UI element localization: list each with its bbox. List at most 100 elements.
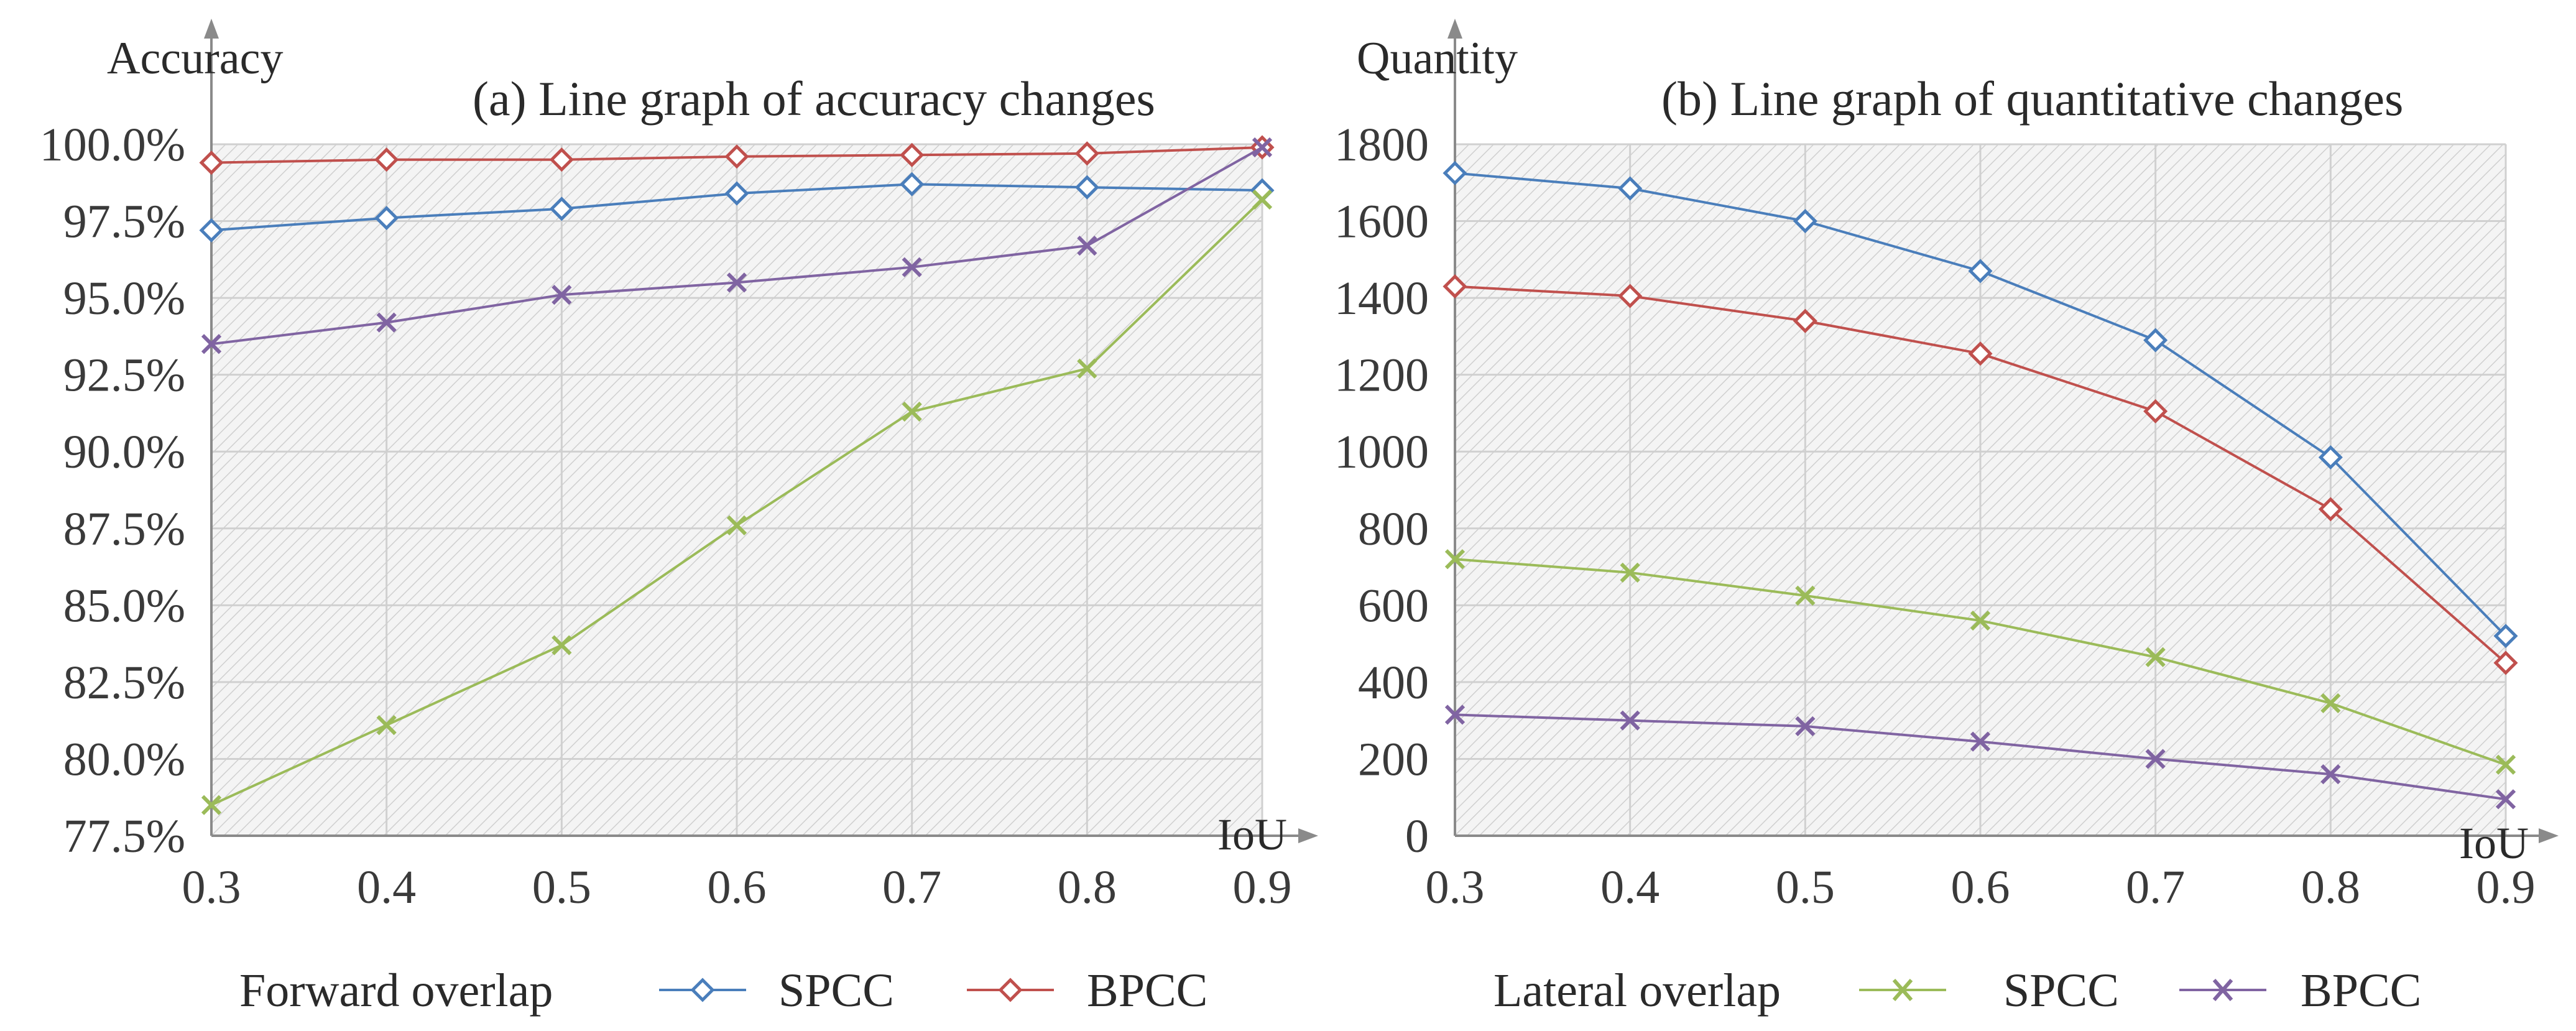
panel-a: Accuracy (a) Line graph of accuracy chan… <box>40 19 1318 913</box>
x-tick-label: 0.7 <box>2126 861 2185 913</box>
data-point-cross <box>1077 358 1097 379</box>
y-tick-label: 0 <box>1405 810 1429 862</box>
legend-spcc-forward-text: SPCC <box>778 964 894 1017</box>
data-point-diamond <box>2143 328 2168 353</box>
data-point-diamond <box>1968 259 1993 284</box>
panel-b-x-ticks: 0.3 0.4 0.5 0.6 0.7 0.8 0.9 <box>1426 861 2536 913</box>
data-point-cross <box>1970 610 1991 631</box>
panel-a-y-axis-title: Accuracy <box>107 33 283 84</box>
data-point-cross <box>726 272 747 293</box>
data-point-cross <box>2320 693 2341 713</box>
x-tick-label: 0.3 <box>182 861 241 913</box>
y-tick-label: 87.5% <box>63 503 185 555</box>
y-tick-label: 1400 <box>1334 272 1429 325</box>
data-point-cross <box>2145 647 2166 667</box>
panel-a-x-ticks: 0.3 0.4 0.5 0.6 0.7 0.8 0.9 <box>182 861 1292 913</box>
data-point-cross <box>376 312 397 333</box>
panel-b: Quantity (b) Line graph of quantitative … <box>1334 19 2559 913</box>
data-point-diamond <box>199 218 224 243</box>
y-tick-label: 97.5% <box>63 196 185 248</box>
panel-b-x-axis-arrow <box>2539 828 2559 843</box>
x-tick-label: 0.9 <box>2477 861 2536 913</box>
data-point-diamond <box>1443 160 1467 185</box>
data-point-diamond <box>1443 274 1467 299</box>
data-point-diamond <box>549 196 574 221</box>
panel-b-y-axis-arrow <box>1447 19 1462 39</box>
y-tick-label: 77.5% <box>63 810 185 862</box>
y-tick-label: 1800 <box>1334 119 1429 171</box>
data-point-diamond <box>549 147 574 172</box>
y-tick-label: 95.0% <box>63 272 185 325</box>
data-point-diamond <box>900 142 925 167</box>
x-tick-label: 0.6 <box>1951 861 2010 913</box>
data-point-cross <box>552 285 572 305</box>
y-tick-label: 1600 <box>1334 196 1429 248</box>
panel-a-x-axis-arrow <box>1298 828 1318 843</box>
data-point-cross <box>2495 754 2516 775</box>
legend-forward-label: Forward overlap <box>239 964 553 1017</box>
data-point-diamond <box>1793 308 1817 333</box>
x-tick-label: 0.6 <box>708 861 767 913</box>
data-point-cross <box>2320 764 2341 785</box>
data-point-cross <box>1795 716 1816 737</box>
data-point-cross <box>1252 137 1273 158</box>
data-point-cross <box>1795 585 1816 606</box>
data-point-diamond <box>374 147 399 172</box>
data-point-cross <box>2495 789 2516 810</box>
y-tick-label: 82.5% <box>63 657 185 709</box>
x-tick-label: 0.4 <box>357 861 416 913</box>
x-tick-label: 0.8 <box>1058 861 1117 913</box>
data-point-diamond <box>1793 209 1817 234</box>
panel-b-series <box>1443 160 2518 810</box>
panel-b-x-axis-title: IoU <box>2459 818 2529 868</box>
y-tick-label: 800 <box>1358 503 1429 555</box>
data-point-diamond <box>724 144 749 169</box>
panel-a-y-axis-arrow <box>204 19 219 39</box>
panel-a-y-ticks: 100.0% 97.5% 95.0% 92.5% 90.0% 87.5% 85.0% 82.5… <box>40 119 185 862</box>
legend-bpcc-forward-marker <box>998 978 1023 1002</box>
legend-lateral: Lateral overlap SPCC BPCC <box>1493 964 2421 1017</box>
panel-b-title: (b) Line graph of quantitative changes <box>1661 72 2403 126</box>
data-point-diamond <box>724 181 749 206</box>
data-point-diamond <box>2493 624 2518 649</box>
y-tick-label: 85.0% <box>63 580 185 632</box>
y-tick-label: 1200 <box>1334 349 1429 402</box>
data-point-cross <box>1970 731 1991 752</box>
y-tick-label: 600 <box>1358 580 1429 632</box>
data-point-diamond <box>374 206 399 231</box>
data-point-diamond <box>2318 445 2343 470</box>
panel-a-series <box>199 135 1275 815</box>
data-point-diamond <box>1618 284 1643 308</box>
data-point-cross <box>201 795 222 815</box>
legend-bpcc-forward-text: BPCC <box>1087 964 1207 1017</box>
data-point-cross <box>902 257 922 277</box>
legend-forward: Forward overlap SPCC BPCC <box>239 964 1207 1017</box>
legend-bpcc-lateral-text: BPCC <box>2301 964 2421 1017</box>
data-point-diamond <box>2493 650 2518 675</box>
data-point-cross <box>1252 189 1273 210</box>
legend-lateral-label: Lateral overlap <box>1493 964 1781 1017</box>
data-point-diamond <box>199 150 224 175</box>
data-point-diamond <box>1074 141 1099 166</box>
x-tick-label: 0.4 <box>1600 861 1660 913</box>
y-tick-label: 200 <box>1358 733 1429 785</box>
data-point-cross <box>1444 705 1466 725</box>
x-tick-label: 0.9 <box>1233 861 1292 913</box>
data-point-cross <box>1620 562 1640 583</box>
data-point-cross <box>201 334 222 354</box>
panel-a-title: (a) Line graph of accuracy changes <box>473 72 1155 126</box>
legend-spcc-lateral-marker <box>1892 979 1913 1001</box>
panel-b-y-axis-title: Quantity <box>1357 33 1518 84</box>
data-point-cross <box>726 515 747 535</box>
x-tick-label: 0.3 <box>1426 861 1485 913</box>
legend-spcc-lateral-text: SPCC <box>2003 964 2119 1017</box>
data-point-cross <box>1077 235 1097 256</box>
data-point-diamond <box>2143 399 2168 423</box>
y-tick-label: 80.0% <box>63 733 185 785</box>
y-tick-label: 1000 <box>1334 426 1429 478</box>
x-tick-label: 0.5 <box>1776 861 1835 913</box>
y-tick-label: 100.0% <box>40 119 185 171</box>
x-tick-label: 0.8 <box>2301 861 2360 913</box>
